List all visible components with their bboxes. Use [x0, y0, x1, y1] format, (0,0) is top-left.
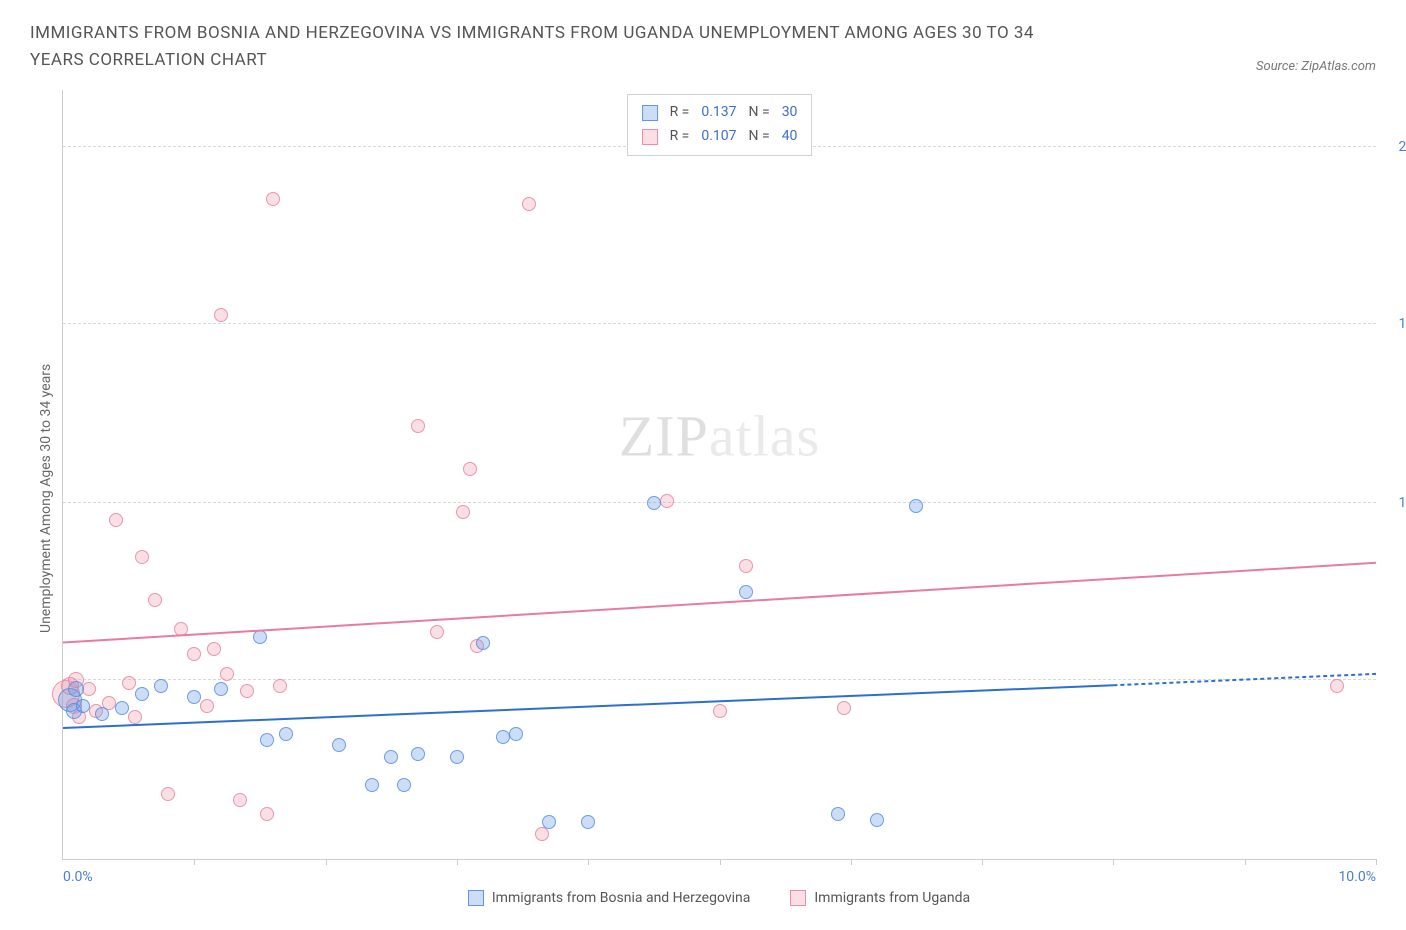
legend-series-item: Immigrants from Bosnia and Herzegovina	[468, 890, 751, 906]
stat-n-value: 40	[782, 125, 798, 149]
stat-n-value: 30	[782, 101, 798, 125]
x-tick	[851, 859, 852, 865]
stat-r-label: R =	[670, 125, 690, 149]
y-tick-label: 12.5%	[1381, 495, 1406, 511]
x-tick	[1245, 859, 1246, 865]
stat-n-label: N =	[749, 125, 770, 149]
x-tick	[588, 859, 589, 865]
trend-overlay	[63, 90, 1376, 859]
legend-swatch	[642, 129, 658, 145]
x-tick	[982, 859, 983, 865]
chart-title: IMMIGRANTS FROM BOSNIA AND HERZEGOVINA V…	[30, 20, 1080, 74]
legend-correlation-box: R = 0.137 N = 30 R = 0.107 N = 40	[627, 94, 813, 156]
stat-n-label: N =	[749, 101, 770, 125]
plot-area: R =0.137N =30R =0.107N =40 ZIPatlas 6.3%…	[62, 90, 1376, 860]
legend-series-label: Immigrants from Bosnia and Herzegovina	[492, 890, 751, 906]
x-tick	[1113, 859, 1114, 865]
legend-series-label: Immigrants from Uganda	[814, 890, 970, 906]
legend-stat-row: R = 0.137 N = 30	[642, 101, 798, 125]
chart-header: IMMIGRANTS FROM BOSNIA AND HERZEGOVINA V…	[30, 20, 1376, 74]
x-tick	[326, 859, 327, 865]
x-tick-label: 10.0%	[1338, 869, 1376, 885]
legend-swatch	[790, 890, 806, 906]
chart-container: Unemployment Among Ages 30 to 34 years R…	[30, 90, 1376, 906]
y-tick-label: 25.0%	[1381, 139, 1406, 155]
x-tick-label: 0.0%	[63, 869, 93, 885]
x-tick	[1376, 859, 1377, 865]
legend-series: Immigrants from Bosnia and Herzegovina Im…	[62, 890, 1376, 906]
chart-source: Source: ZipAtlas.com	[1256, 59, 1376, 74]
x-tick	[720, 859, 721, 865]
y-axis-label: Unemployment Among Ages 30 to 34 years	[30, 90, 62, 906]
legend-stat-row: R = 0.107 N = 40	[642, 125, 798, 149]
x-tick	[457, 859, 458, 865]
stat-r-value: 0.107	[701, 125, 736, 149]
legend-swatch	[642, 105, 658, 121]
stat-r-label: R =	[670, 101, 690, 125]
legend-swatch	[468, 890, 484, 906]
plot-wrapper: R =0.137N =30R =0.107N =40 ZIPatlas 6.3%…	[62, 90, 1376, 906]
x-tick	[194, 859, 195, 865]
stat-r-value: 0.137	[701, 101, 736, 125]
legend-series-item: Immigrants from Uganda	[790, 890, 970, 906]
y-tick-label: 18.8%	[1381, 316, 1406, 332]
y-tick-label: 6.3%	[1381, 672, 1406, 688]
